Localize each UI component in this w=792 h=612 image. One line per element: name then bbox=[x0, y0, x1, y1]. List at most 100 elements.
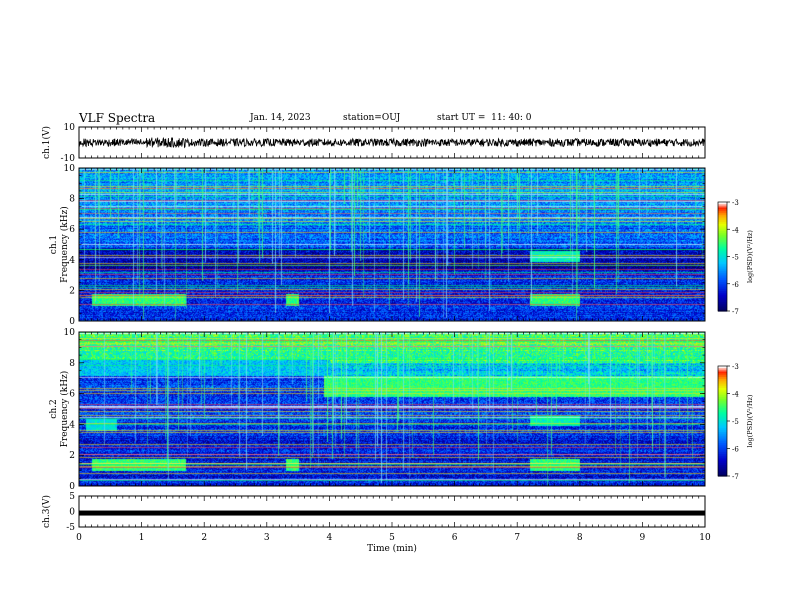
x-tick-label: 10 bbox=[699, 533, 711, 543]
ch1-colorbar-segment bbox=[718, 212, 727, 216]
ch3-waveform-y-tick-label: 5 bbox=[69, 492, 75, 502]
ch1-colorbar-segment bbox=[718, 252, 727, 256]
x-tick-label: 5 bbox=[389, 533, 395, 543]
ch2-colorbar-segment bbox=[718, 435, 727, 439]
ch1-colorbar-segment bbox=[718, 216, 727, 219]
ch1-colorbar-segment bbox=[718, 229, 727, 232]
ch2-colorbar-segment bbox=[718, 406, 727, 409]
x-tick-label: 4 bbox=[327, 533, 333, 543]
x-tick-label: 2 bbox=[201, 533, 207, 543]
ch2-colorbar-segment bbox=[718, 459, 727, 462]
ch1-colorbar-segment bbox=[718, 247, 727, 250]
ch1-waveform-trace bbox=[78, 136, 706, 149]
chart-title: VLF Spectra bbox=[79, 111, 156, 125]
ch2-colorbar-segment bbox=[718, 417, 727, 420]
ch2-colorbar-segment bbox=[718, 415, 727, 418]
ch1-colorbar-segment bbox=[718, 296, 727, 299]
ch1-colorbar-tick-label: -4 bbox=[732, 226, 739, 234]
ch2-colorbar-segment bbox=[718, 380, 727, 384]
ch1-spectrogram-y-tick-label: 8 bbox=[69, 195, 75, 205]
ch2-colorbar-segment bbox=[718, 474, 727, 477]
ch1-colorbar-segment bbox=[718, 267, 727, 270]
ch1-colorbar-segment bbox=[718, 261, 727, 265]
x-axis-label: Time (min) bbox=[367, 543, 417, 554]
ch2-colorbar-label: log(PSD)(V²/Hz) bbox=[746, 394, 754, 447]
ch1-spectrogram-y-label: Frequency (kHz) bbox=[59, 206, 70, 283]
ch1-colorbar-segment bbox=[718, 287, 727, 290]
station-label: station=OUJ bbox=[343, 113, 401, 123]
ch1-colorbar-segment bbox=[718, 289, 727, 292]
ch2-colorbar-segment bbox=[718, 457, 727, 461]
ch2-colorbar-segment bbox=[718, 463, 727, 466]
ch2-colorbar-segment bbox=[718, 419, 727, 422]
ch2-colorbar-segment bbox=[718, 437, 727, 440]
ch1-colorbar-segment bbox=[718, 240, 727, 243]
ch2-colorbar-segment bbox=[718, 439, 727, 442]
ch2-spectrogram-y-label-channel: ch.2 bbox=[49, 399, 59, 418]
ch2-colorbar-segment bbox=[718, 455, 727, 459]
ch2-colorbar-segment bbox=[718, 424, 727, 428]
ch1-colorbar-segment bbox=[718, 303, 727, 307]
ch1-colorbar-segment bbox=[718, 271, 727, 274]
ch2-colorbar-segment bbox=[718, 391, 727, 395]
ch1-colorbar-segment bbox=[718, 214, 727, 218]
x-tick-label: 8 bbox=[577, 533, 583, 543]
ch1-colorbar-segment bbox=[718, 236, 727, 239]
ch1-waveform-y-label: ch.1(V) bbox=[41, 126, 52, 159]
ch1-spectrogram-y-tick-label: 2 bbox=[69, 286, 75, 296]
ch1-colorbar-segment bbox=[718, 220, 727, 223]
ch2-colorbar-segment bbox=[718, 395, 727, 398]
ch3-waveform-y-tick-label: 0 bbox=[69, 508, 75, 518]
ch2-colorbar-segment bbox=[718, 400, 727, 404]
ch2-spectrogram-y-tick-label: 10 bbox=[64, 328, 76, 338]
ch2-colorbar-segment bbox=[718, 413, 727, 417]
ch2-colorbar-tick-label: -4 bbox=[732, 391, 739, 399]
ch1-colorbar-segment bbox=[718, 269, 727, 272]
start-ut-label: start UT = 11: 40: 0 bbox=[437, 113, 532, 123]
x-tick-label: 1 bbox=[139, 533, 145, 543]
ch2-colorbar-segment bbox=[718, 402, 727, 406]
x-tick-label: 7 bbox=[514, 533, 520, 543]
ch2-spectrogram-y-tick-label: 4 bbox=[69, 420, 75, 430]
ch1-colorbar-segment bbox=[718, 285, 727, 288]
ch2-colorbar-segment bbox=[718, 389, 727, 393]
ch2-colorbar-segment bbox=[718, 366, 727, 369]
ch1-colorbar-segment bbox=[718, 256, 727, 259]
ch2-colorbar-segment bbox=[718, 404, 727, 407]
ch2-colorbar-segment bbox=[718, 472, 727, 475]
ch1-colorbar-segment bbox=[718, 225, 727, 229]
ch2-colorbar-segment bbox=[718, 408, 727, 411]
ch2-colorbar-segment bbox=[718, 421, 727, 424]
x-tick-label: 6 bbox=[452, 533, 458, 543]
ch1-colorbar-segment bbox=[718, 231, 727, 234]
ch1-waveform-y-tick-label: -10 bbox=[61, 154, 76, 164]
ch1-colorbar-segment bbox=[718, 241, 727, 245]
ch2-colorbar-segment bbox=[718, 461, 727, 464]
ch1-spectrogram-image bbox=[79, 168, 705, 321]
ch1-colorbar-segment bbox=[718, 205, 727, 209]
x-tick-label: 9 bbox=[640, 533, 646, 543]
ch2-colorbar-segment bbox=[718, 377, 727, 380]
ch1-colorbar-segment bbox=[718, 263, 727, 267]
ch1-colorbar-segment bbox=[718, 265, 727, 268]
ch1-colorbar-segment bbox=[718, 245, 727, 249]
ch1-colorbar-segment bbox=[718, 221, 727, 225]
ch1-colorbar-segment bbox=[718, 294, 727, 298]
ch2-colorbar-tick-label: -3 bbox=[732, 363, 739, 371]
ch1-colorbar-segment bbox=[718, 258, 727, 261]
ch3-waveform-trace bbox=[79, 510, 705, 516]
ch2-colorbar-segment bbox=[718, 373, 727, 376]
ch1-colorbar-segment bbox=[718, 276, 727, 279]
ch1-colorbar-tick-label: -5 bbox=[732, 254, 739, 262]
ch1-spectrogram-y-tick-label: 4 bbox=[69, 256, 75, 266]
ch2-colorbar-segment bbox=[718, 367, 727, 371]
ch1-colorbar-segment bbox=[718, 309, 727, 312]
ch1-colorbar-segment bbox=[718, 298, 727, 301]
ch2-colorbar-segment bbox=[718, 470, 727, 473]
ch2-spectrogram-y-tick-label: 8 bbox=[69, 359, 75, 369]
ch3-waveform-y-label: ch.3(V) bbox=[41, 495, 52, 528]
ch2-colorbar-segment bbox=[718, 452, 727, 455]
x-tick-label: 3 bbox=[264, 533, 270, 543]
ch1-spectrogram-y-tick-label: 0 bbox=[69, 317, 75, 327]
